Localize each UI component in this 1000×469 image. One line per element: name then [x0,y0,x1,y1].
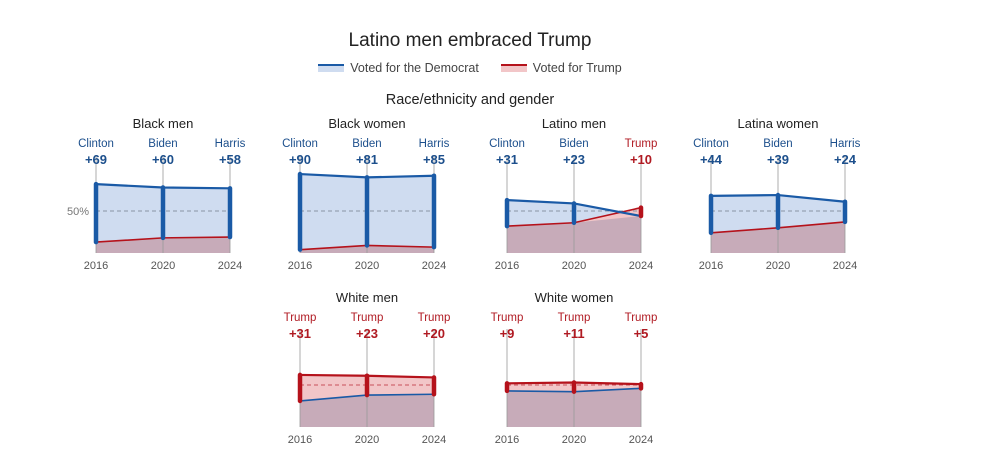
legend-label: Voted for Trump [532,61,622,75]
margin-label: +58 [219,152,241,167]
margin-label: +69 [85,152,107,167]
winner-label: Trump [625,312,658,324]
winner-label: Biden [148,138,177,150]
winner-label: Trump [491,312,524,324]
panel-chart: Latino men Clinton +31 2016 Biden +23 2020 Trum… [489,116,658,272]
year-label: 2024 [422,260,446,272]
chart-title: Latino men embraced Trump [348,30,592,51]
panel-chart: White women Trump +9 2016 Trump +11 2020 Trump +… [491,290,658,446]
panel-title: Latina women [738,116,819,131]
winner-label: Harris [830,138,861,150]
year-label: 2020 [562,434,586,446]
panel-latino-men: Latino men Clinton +31 2016 Biden +23 2020 Trum… [471,113,681,288]
chart-subtitle: Race/ethnicity and gender [385,92,555,108]
panel-black-women: Black women Clinton +90 2016 Biden +81 2020 Har… [264,113,474,288]
legend-item-democrat: Voted for the Democrat [318,61,479,75]
winner-label: Trump [558,312,591,324]
legend-swatch-red [500,64,527,72]
winner-label: Clinton [78,138,114,150]
year-label: 2016 [288,260,312,272]
winner-label: Clinton [693,138,729,150]
year-label: 2020 [355,434,379,446]
margin-label: +20 [423,326,445,341]
year-label: 2024 [422,434,446,446]
margin-label: +23 [356,326,378,341]
panel-white-women: White women Trump +9 2016 Trump +11 2020 Trump +… [471,287,681,462]
panel-title: Latino men [542,116,606,131]
year-label: 2016 [288,434,312,446]
panel-latina-women: Latina women Clinton +44 2016 Biden +39 2020 Ha… [675,113,885,288]
margin-label: +81 [356,152,378,167]
margin-label: +85 [423,152,445,167]
margin-label: +23 [563,152,585,167]
winner-label: Trump [351,312,384,324]
margin-label: +31 [496,152,518,167]
year-label: 2020 [355,260,379,272]
winner-label: Clinton [489,138,525,150]
panel-black-men: Black men Clinton +69 2016 Biden +60 2020 Harri… [60,113,270,288]
year-label: 2020 [766,260,790,272]
year-label: 2016 [699,260,723,272]
margin-label: +11 [563,326,584,341]
year-label: 2016 [84,260,108,272]
panel-chart: White men Trump +31 2016 Trump +23 2020 Trump +2… [284,290,451,446]
margin-label: +60 [152,152,174,167]
winner-label: Biden [559,138,588,150]
winner-label: Trump [284,312,317,324]
panel-title: White men [336,290,398,305]
panel-chart: Black men Clinton +69 2016 Biden +60 2020 Harri… [67,116,246,272]
winner-label: Harris [215,138,246,150]
year-label: 2020 [151,260,175,272]
legend: Voted for the Democrat Voted for Trump [0,61,940,75]
year-label: 2016 [495,434,519,446]
margin-label: +44 [700,152,723,167]
legend-label: Voted for the Democrat [350,61,479,75]
panel-white-men: White men Trump +31 2016 Trump +23 2020 Trump +2… [264,287,474,462]
panel-title: White women [535,290,614,305]
winner-label: Biden [763,138,792,150]
panel-title: Black women [328,116,405,131]
margin-label: +24 [834,152,857,167]
panel-chart: Latina women Clinton +44 2016 Biden +39 2020 Ha… [693,116,861,272]
margin-label: +31 [289,326,311,341]
year-label: 2024 [833,260,857,272]
panel-title: Black men [133,116,194,131]
winner-label: Harris [419,138,450,150]
margin-label: +90 [289,152,311,167]
year-label: 2024 [218,260,242,272]
margin-label: +39 [767,152,789,167]
margin-label: +5 [634,326,649,341]
margin-label: +10 [630,152,652,167]
winner-label: Trump [418,312,451,324]
panel-chart: Black women Clinton +90 2016 Biden +81 2020 Har… [282,116,450,272]
year-label: 2024 [629,260,653,272]
winner-label: Clinton [282,138,318,150]
year-label: 2016 [495,260,519,272]
legend-item-trump: Voted for Trump [500,61,622,75]
year-label: 2020 [562,260,586,272]
margin-label: +9 [500,326,515,341]
winner-label: Biden [352,138,381,150]
year-label: 2024 [629,434,653,446]
winner-label: Trump [625,138,658,150]
y-axis-label-50: 50% [67,206,89,218]
legend-swatch-blue [318,64,345,72]
